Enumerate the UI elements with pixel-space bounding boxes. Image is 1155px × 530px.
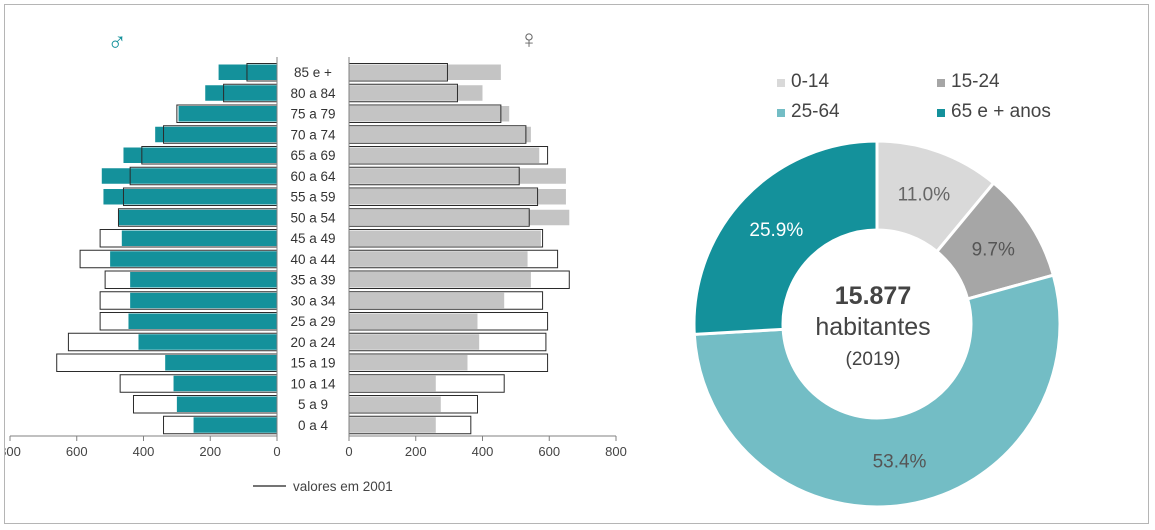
age-group-label: 55 a 59 — [290, 190, 335, 205]
pyramid-age-labels: 85 e + 80 a 84 75 a 79 70 a 74 65 a 69 60 a 6… — [290, 65, 336, 433]
male-bar — [123, 147, 277, 163]
donut-slices — [692, 139, 1062, 509]
female-bar — [349, 334, 480, 350]
male-bar — [173, 375, 277, 392]
legend-swatch — [937, 79, 945, 87]
legend-label: 15-24 — [951, 71, 1000, 92]
age-group-label: 65 a 69 — [290, 148, 335, 163]
female-bar — [349, 230, 541, 246]
age-group-label: 10 a 14 — [290, 376, 336, 391]
male-bar — [193, 417, 277, 433]
donut-slice-labels: 11.0% 9.7% 53.4% 25.9% — [749, 185, 1015, 473]
male-bar — [165, 355, 277, 371]
age-group-label: 35 a 39 — [290, 273, 335, 288]
slice-percent-label: 25.9% — [749, 220, 803, 241]
x-tick-label: 600 — [66, 444, 88, 459]
age-group-label: 50 a 54 — [290, 210, 336, 225]
female-bar — [349, 272, 531, 288]
center-label: habitantes — [815, 313, 930, 341]
female-bar — [349, 85, 483, 101]
age-group-label: 30 a 34 — [290, 293, 336, 308]
age-group-label: 85 e + — [294, 65, 332, 80]
x-tick-label: 200 — [199, 444, 221, 459]
female-bar — [349, 106, 510, 122]
pyramid-axes: 800 600 400 200 0 0 200 400 600 800 — [5, 57, 627, 459]
female-bar — [349, 189, 566, 205]
female-bar — [349, 355, 468, 371]
legend-label: 0-14 — [791, 71, 829, 92]
age-group-label: 75 a 79 — [290, 107, 335, 122]
slice-percent-label: 53.4% — [873, 452, 927, 473]
age-group-label: 70 a 74 — [290, 127, 336, 142]
x-tick-label: 0 — [345, 444, 352, 459]
slice-percent-label: 9.7% — [972, 240, 1015, 261]
donut-chart: 11.0% 9.7% 53.4% 25.9% 0-14 15-24 25-64 65 e +… — [692, 71, 1062, 509]
male-bar — [205, 85, 277, 101]
female-symbol-icon: ♀ — [519, 24, 539, 54]
donut-slice — [692, 139, 879, 336]
male-bar — [155, 126, 277, 143]
slice-percent-label: 11.0% — [898, 185, 951, 206]
x-tick-label: 400 — [472, 444, 494, 459]
age-group-label: 20 a 24 — [290, 335, 336, 350]
age-group-label: 5 a 9 — [298, 397, 328, 412]
legend-label: 65 e + anos — [951, 101, 1051, 122]
female-bar — [349, 313, 478, 329]
x-tick-label: 800 — [605, 444, 627, 459]
male-bar — [178, 106, 277, 122]
legend-swatch — [937, 109, 945, 117]
male-bar — [138, 334, 277, 350]
donut-legend: 0-14 15-24 25-64 65 e + anos — [777, 71, 1051, 122]
pyramid-bars — [101, 64, 570, 433]
age-group-label: 25 a 29 — [290, 314, 335, 329]
female-bar — [349, 147, 540, 163]
female-bar — [349, 168, 566, 184]
male-bar — [118, 209, 277, 226]
population-pyramid: 85 e + 80 a 84 75 a 79 70 a 74 65 a 69 60 a 6… — [5, 24, 627, 494]
female-bar — [349, 292, 505, 309]
center-value: 15.877 — [835, 282, 911, 310]
female-bar — [349, 251, 528, 267]
figure-panel: 85 e + 80 a 84 75 a 79 70 a 74 65 a 69 60 a 6… — [4, 4, 1149, 524]
male-bar — [110, 251, 277, 267]
female-bar — [349, 396, 441, 412]
female-bar — [349, 375, 436, 392]
female-bar — [349, 209, 570, 226]
x-tick-label: 0 — [273, 444, 280, 459]
male-bar — [218, 64, 277, 80]
male-bar — [176, 396, 277, 412]
male-bar — [130, 272, 277, 288]
donut-slice — [692, 273, 1062, 509]
legend-2001-label: valores em 2001 — [293, 479, 393, 494]
age-group-label: 45 a 49 — [290, 231, 335, 246]
female-bar — [349, 64, 501, 80]
male-bar — [101, 168, 277, 184]
legend-label: 25-64 — [791, 101, 840, 122]
center-year: (2019) — [846, 349, 901, 370]
x-tick-label: 800 — [5, 444, 21, 459]
legend-swatch — [777, 79, 785, 87]
x-tick-label: 200 — [405, 444, 427, 459]
female-bar — [349, 417, 436, 433]
age-group-label: 60 a 64 — [290, 169, 336, 184]
age-group-label: 15 a 19 — [290, 356, 335, 371]
age-group-label: 0 a 4 — [298, 418, 329, 433]
male-bar — [128, 313, 277, 329]
female-bar — [349, 126, 531, 143]
x-tick-label: 400 — [133, 444, 155, 459]
male-bar — [130, 292, 277, 309]
x-tick-label: 600 — [538, 444, 560, 459]
age-group-label: 40 a 44 — [290, 252, 336, 267]
male-symbol-icon: ♂ — [107, 26, 127, 56]
age-group-label: 80 a 84 — [290, 86, 336, 101]
chart-canvas: 85 e + 80 a 84 75 a 79 70 a 74 65 a 69 60 a 6… — [5, 24, 1062, 509]
male-bar — [121, 230, 278, 246]
legend-swatch — [777, 109, 785, 117]
male-bar — [103, 189, 277, 205]
